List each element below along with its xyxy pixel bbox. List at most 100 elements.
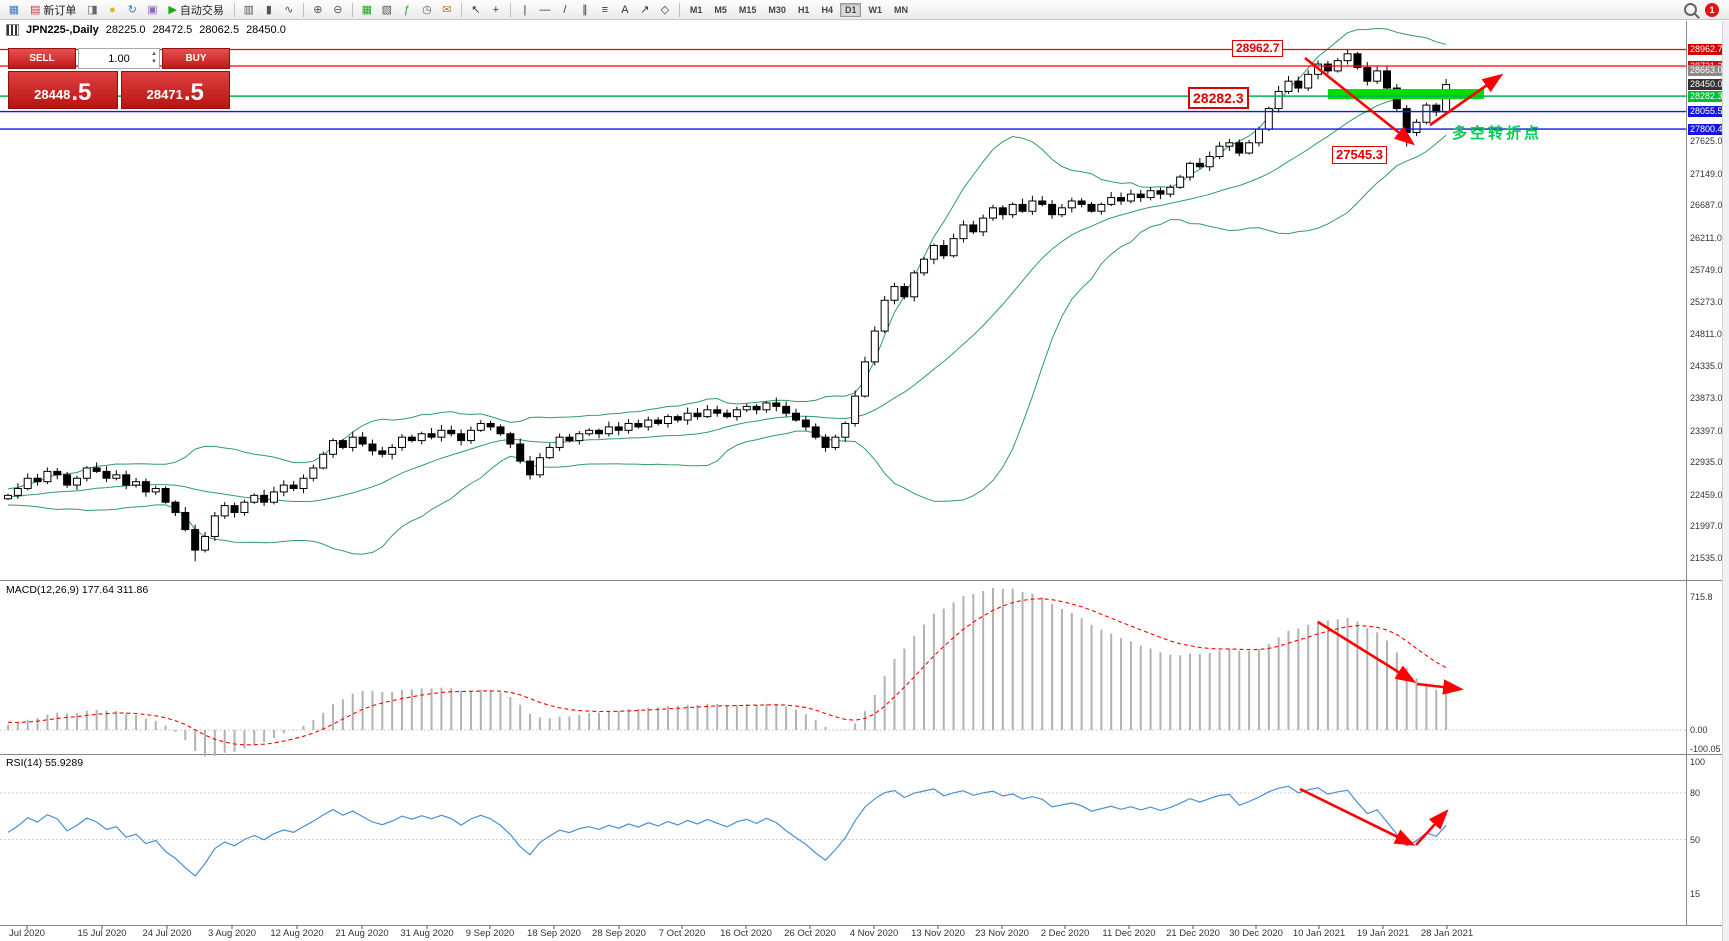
timeframe-h1[interactable]: H1 (797, 4, 810, 15)
macd-indicator-label: MACD(12,26,9) 177.64 311.86 (6, 584, 149, 596)
price-scale-box: 28663.0 (1688, 64, 1724, 76)
timeframe-m30[interactable]: M30 (768, 4, 786, 15)
macd-scale-label: -100.05 (1690, 743, 1721, 754)
date-label: 21 Aug 2020 (335, 928, 389, 939)
price-tick-label: 27625.0 (1690, 136, 1723, 147)
macd-signal-line (7, 598, 1447, 746)
timeframe-m15[interactable]: M15 (738, 4, 757, 15)
date-label: 18 Sep 2020 (527, 928, 581, 939)
bollinger-lower-band (7, 134, 1447, 555)
timeframe-m1[interactable]: M1 (689, 4, 703, 15)
toolbar-separator (460, 2, 462, 17)
price-tick-label: 24811.0 (1690, 328, 1722, 339)
ask-price[interactable]: 28471.5 (120, 71, 230, 109)
date-label: 19 Jan 2021 (1356, 928, 1410, 939)
price-tick-label: 24335.0 (1690, 361, 1723, 372)
date-ticks (26, 925, 1448, 929)
toolbar-separator (351, 2, 353, 17)
horizontal-line-tool-icon[interactable]: — (539, 3, 551, 16)
rsi-indicator-label: RSI(14) 55.9289 (6, 757, 84, 769)
date-label: 16 Oct 2020 (720, 928, 772, 939)
buy-button[interactable]: BUY (162, 48, 230, 69)
date-label: 4 Nov 2020 (849, 928, 899, 939)
rsi-scale-label: 100 (1690, 757, 1706, 767)
profiles-icon[interactable]: ◨ (87, 4, 98, 16)
price-tick-label: 25749.0 (1690, 264, 1723, 275)
zoom-in-icon[interactable]: ⊕ (313, 4, 323, 16)
fibonacci-tool-icon[interactable]: ≡ (601, 3, 609, 16)
rsi-scale-label: 50 (1690, 834, 1701, 845)
refresh-icon[interactable]: ↻ (127, 4, 138, 16)
search-icon[interactable] (1684, 3, 1697, 16)
candlestick-mini-icon (6, 24, 19, 36)
timeframe-m5[interactable]: M5 (714, 4, 727, 15)
terminal-icon[interactable]: ▣ (147, 4, 158, 16)
timeframe-w1[interactable]: W1 (868, 4, 882, 15)
timeframe-mn[interactable]: MN (893, 4, 908, 15)
price-tick-label: 25273.0 (1690, 297, 1723, 308)
price-tick-label: 26211.0 (1690, 232, 1722, 243)
text-tool-icon[interactable]: A (621, 3, 629, 16)
date-label: 15 Jul 2020 (77, 928, 127, 939)
open-value: 28225.0 (105, 24, 146, 36)
sell-button[interactable]: SELL (8, 48, 76, 69)
trendline-tool-icon[interactable]: / (563, 3, 567, 16)
peak-price-label[interactable]: 28962.7 (1232, 40, 1284, 57)
bid-big-digit: .5 (71, 79, 92, 106)
indicators-icon[interactable]: ƒ (403, 3, 410, 16)
pivot-annotation: 多空转折点 (1452, 125, 1543, 142)
vertical-line-tool-icon[interactable]: | (523, 3, 527, 16)
zoom-out-icon[interactable]: ⊖ (333, 4, 343, 16)
price-tick-label: 26687.0 (1690, 200, 1723, 211)
date-label: 13 Nov 2020 (911, 928, 965, 939)
timeframe-d1[interactable]: D1 (839, 2, 862, 17)
panel-separators (0, 21, 1729, 926)
price-scale-box: 28962.7 (1688, 44, 1724, 55)
low-price-label[interactable]: 27545.3 (1332, 146, 1387, 164)
date-label: 9 Sep 2020 (465, 928, 515, 939)
right-scroll-strip[interactable] (1722, 21, 1729, 941)
line-chart-type-icon[interactable]: ∿ (284, 4, 294, 16)
date-label: 26 Oct 2020 (784, 928, 836, 939)
macd-scale-label: 715.8 (1690, 591, 1713, 602)
mail-icon[interactable]: ✉ (442, 4, 452, 16)
symbol-title: JPN225-,Daily (26, 24, 99, 36)
favorites-icon[interactable]: ● (109, 3, 116, 16)
volume-stepper[interactable]: 1.00 ▲ ▼ (78, 48, 160, 69)
new-order-button[interactable]: ▤ 新订单 (25, 1, 81, 18)
macd-histogram (0, 588, 1686, 757)
date-label: 24 Jul 2020 (142, 928, 192, 939)
arrow-tool-icon[interactable]: ↗ (640, 4, 650, 16)
date-label: 11 Dec 2020 (1102, 928, 1156, 939)
auto-trading-button[interactable]: ▶ 自动交易 (163, 1, 228, 18)
bar-chart-type-icon[interactable]: ▥ (243, 4, 255, 16)
price-scale-box: 28282.3 (1688, 90, 1724, 102)
new-chart-icon[interactable]: ▦ (8, 4, 20, 16)
rsi-line (7, 785, 1447, 877)
channel-tool-icon[interactable]: ∥ (582, 4, 588, 16)
shapes-tool-icon[interactable]: ◇ (660, 4, 670, 16)
price-tick-label: 23397.0 (1690, 425, 1723, 436)
price-tick-label: 22459.0 (1690, 489, 1723, 500)
date-label: 7 Oct 2020 (658, 928, 706, 939)
bollinger-middle-band (7, 89, 1447, 502)
auto-trading-button-label: 自动交易 (179, 4, 224, 17)
date-label: 2 Dec 2020 (1040, 928, 1090, 939)
crosshair-icon[interactable]: + (492, 3, 500, 16)
ask-big-digit: .5 (183, 79, 204, 106)
timeframe-h4[interactable]: H4 (821, 4, 833, 15)
price-scale-box: 27800.4 (1688, 123, 1724, 135)
cursor-icon[interactable]: ↖ (471, 4, 481, 16)
volume-spin-arrows[interactable]: ▲ ▼ (151, 51, 157, 65)
support-price-label[interactable]: 28282.3 (1188, 87, 1249, 109)
price-tick-label: 23873.0 (1690, 392, 1723, 403)
candlestick-type-icon[interactable]: ▮ (265, 4, 272, 16)
cascade-windows-icon[interactable]: ▧ (381, 4, 393, 16)
period-icon[interactable]: ◷ (422, 4, 432, 16)
notification-badge[interactable]: 1 (1705, 2, 1719, 17)
bid-main-digits: 28448 (34, 87, 71, 102)
date-label: Jul 2020 (9, 928, 45, 939)
tile-windows-icon[interactable]: ▦ (361, 4, 373, 16)
bid-price[interactable]: 28448.5 (8, 71, 118, 109)
